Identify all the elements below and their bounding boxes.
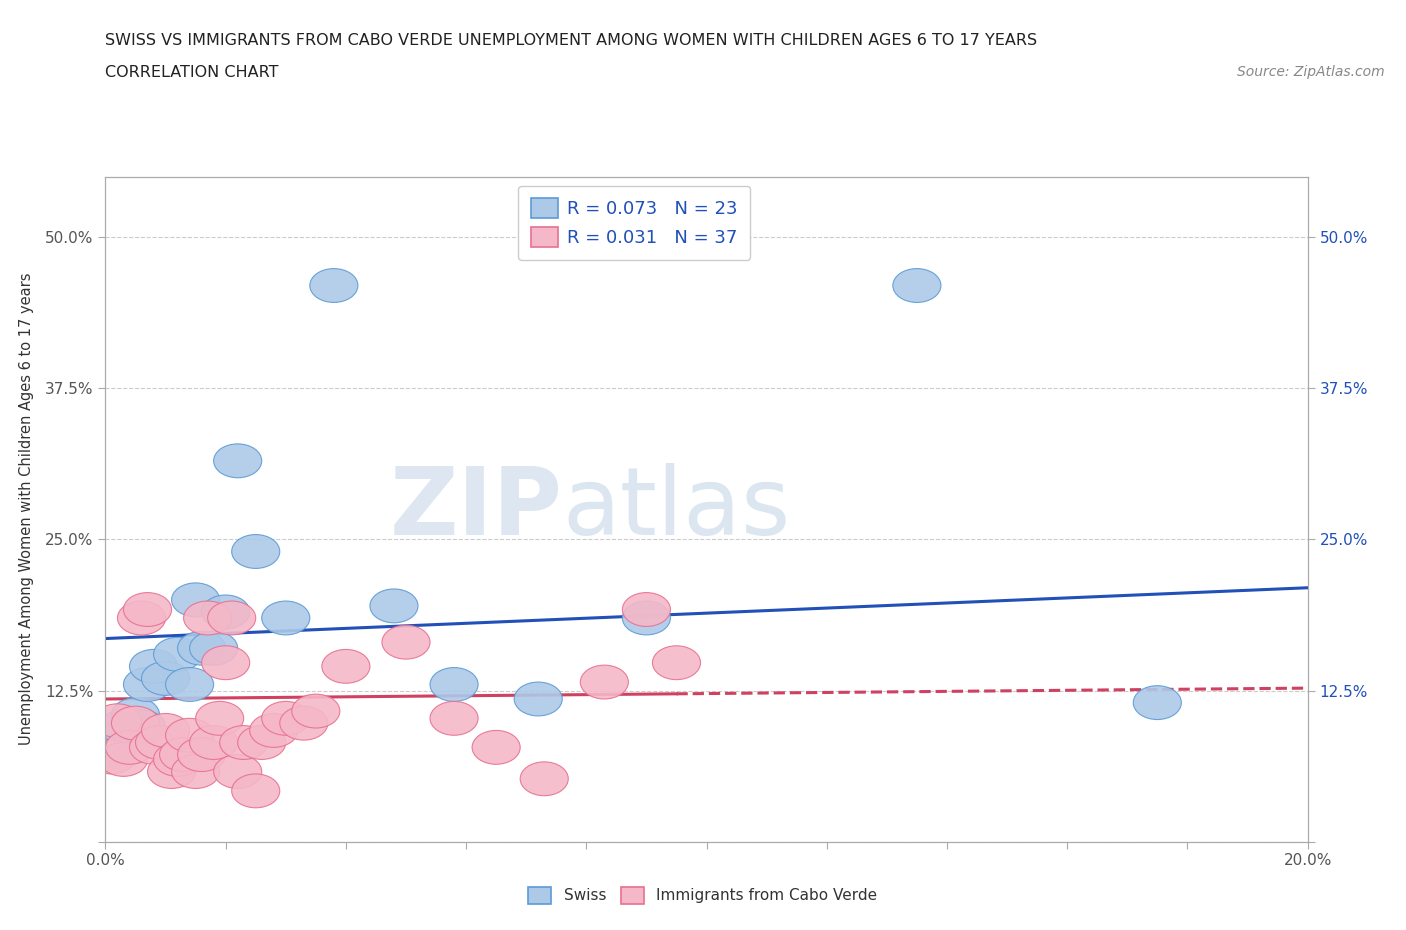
Text: CORRELATION CHART: CORRELATION CHART [105,65,278,80]
Ellipse shape [238,725,285,760]
Ellipse shape [430,668,478,701]
Ellipse shape [195,701,243,736]
Ellipse shape [208,601,256,635]
Ellipse shape [142,713,190,748]
Ellipse shape [129,730,177,764]
Ellipse shape [201,595,250,629]
Text: SWISS VS IMMIGRANTS FROM CABO VERDE UNEMPLOYMENT AMONG WOMEN WITH CHILDREN AGES : SWISS VS IMMIGRANTS FROM CABO VERDE UNEM… [105,33,1038,47]
Ellipse shape [172,583,219,617]
Ellipse shape [184,601,232,635]
Ellipse shape [262,601,309,635]
Ellipse shape [262,701,309,736]
Y-axis label: Unemployment Among Women with Children Ages 6 to 17 years: Unemployment Among Women with Children A… [20,272,34,746]
Ellipse shape [118,710,166,744]
Ellipse shape [219,725,267,760]
Ellipse shape [177,631,225,665]
Ellipse shape [190,631,238,665]
Legend: R = 0.073   N = 23, R = 0.031   N = 37: R = 0.073 N = 23, R = 0.031 N = 37 [519,186,751,259]
Ellipse shape [520,762,568,796]
Text: Source: ZipAtlas.com: Source: ZipAtlas.com [1237,65,1385,79]
Ellipse shape [166,668,214,701]
Ellipse shape [87,734,135,768]
Ellipse shape [105,730,153,764]
Ellipse shape [623,601,671,635]
Ellipse shape [118,601,166,635]
Ellipse shape [250,713,298,748]
Ellipse shape [93,704,142,737]
Ellipse shape [124,668,172,701]
Ellipse shape [177,737,225,772]
Ellipse shape [1133,685,1181,720]
Ellipse shape [190,725,238,760]
Ellipse shape [124,592,172,627]
Ellipse shape [893,269,941,302]
Ellipse shape [652,645,700,680]
Ellipse shape [142,661,190,696]
Ellipse shape [111,698,159,732]
Ellipse shape [148,754,195,789]
Ellipse shape [292,694,340,728]
Ellipse shape [129,649,177,684]
Ellipse shape [172,754,219,789]
Ellipse shape [214,444,262,478]
Ellipse shape [322,649,370,684]
Ellipse shape [515,682,562,716]
Ellipse shape [111,706,159,740]
Ellipse shape [382,625,430,659]
Ellipse shape [232,774,280,808]
Legend: Swiss, Immigrants from Cabo Verde: Swiss, Immigrants from Cabo Verde [520,879,886,911]
Ellipse shape [430,701,478,736]
Ellipse shape [153,742,201,777]
Ellipse shape [472,730,520,764]
Ellipse shape [232,535,280,568]
Ellipse shape [370,589,418,623]
Ellipse shape [166,718,214,752]
Ellipse shape [623,592,671,627]
Ellipse shape [100,710,148,744]
Text: ZIP: ZIP [389,463,562,555]
Ellipse shape [153,637,201,671]
Ellipse shape [280,706,328,740]
Ellipse shape [581,665,628,699]
Ellipse shape [159,737,208,772]
Text: atlas: atlas [562,463,790,555]
Ellipse shape [135,725,184,760]
Ellipse shape [87,740,135,774]
Ellipse shape [309,269,359,302]
Ellipse shape [100,742,148,777]
Ellipse shape [214,754,262,789]
Ellipse shape [201,645,250,680]
